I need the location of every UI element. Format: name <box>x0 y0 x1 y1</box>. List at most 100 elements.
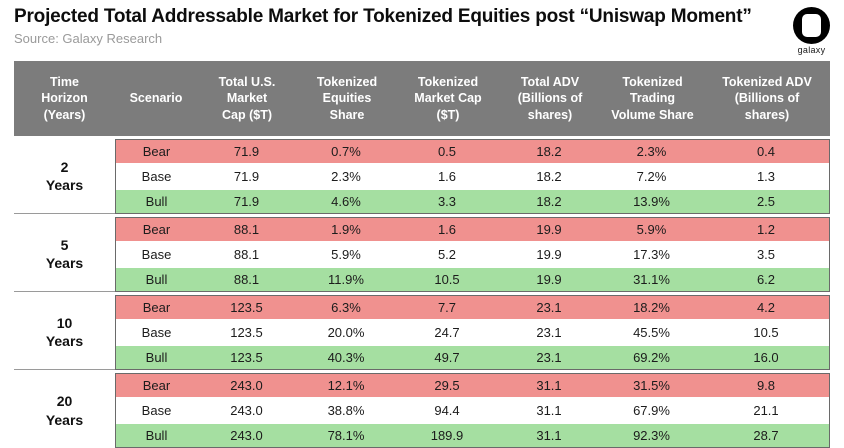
galaxy-logo-icon <box>793 7 830 44</box>
value-cell: 19.9 <box>536 247 562 262</box>
value-cell: 18.2 <box>536 169 562 184</box>
scenario-cell: Base <box>141 403 172 418</box>
value-cell: 7.2% <box>636 169 667 184</box>
value-cell: 17.3% <box>633 247 670 262</box>
column-header-tokenized-market-cap: Tokenized Market Cap ($T) <box>414 75 482 122</box>
value-cell: 71.9 <box>233 169 260 184</box>
table-row: Bear 88.1 1.9% 1.6 19.9 5.9% 1.2 <box>116 218 829 241</box>
horizon-group-2-years: 2 Years Bear 71.9 0.7% 0.5 18.2 2.3% 0.4… <box>14 139 830 214</box>
value-cell: 31.5% <box>633 378 670 393</box>
table-row: Bear 243.0 12.1% 29.5 31.1 31.5% 9.8 <box>116 374 829 397</box>
page-title: Projected Total Addressable Market for T… <box>14 6 752 27</box>
horizon-group-10-years: 10 Years Bear 123.5 6.3% 7.7 23.1 18.2% … <box>14 295 830 370</box>
value-cell: 71.9 <box>233 194 260 209</box>
value-cell: 3.5 <box>756 247 776 262</box>
value-cell: 1.6 <box>437 169 457 184</box>
column-header-scenario: Scenario <box>129 91 183 106</box>
galaxy-logo: galaxy <box>793 7 830 55</box>
value-cell: 123.5 <box>230 350 263 365</box>
column-header-tokenized-adv: Tokenized ADV (Billions of shares) <box>722 75 812 122</box>
value-cell: 123.5 <box>230 325 263 340</box>
value-cell: 5.9% <box>636 222 667 237</box>
value-cell: 0.5 <box>437 144 457 159</box>
scenario-cell: Bull <box>145 194 168 209</box>
value-cell: 29.5 <box>434 378 460 393</box>
table-row: Base 243.0 38.8% 94.4 31.1 67.9% 21.1 <box>116 397 829 422</box>
scenario-cell: Bear <box>142 300 171 315</box>
value-cell: 19.9 <box>536 222 562 237</box>
value-cell: 1.2 <box>756 222 776 237</box>
value-cell: 38.8% <box>327 403 365 418</box>
table-row: Bull 88.1 11.9% 10.5 19.9 31.1% 6.2 <box>116 266 829 291</box>
value-cell: 10.5 <box>434 272 460 287</box>
value-cell: 10.5 <box>753 325 779 340</box>
value-cell: 18.2 <box>536 194 562 209</box>
table-row: Bull 243.0 78.1% 189.9 31.1 92.3% 28.7 <box>116 422 829 447</box>
column-header-total-us-market-cap: Total U.S. Market Cap ($T) <box>218 75 276 122</box>
value-cell: 49.7 <box>434 350 460 365</box>
value-cell: 0.4 <box>756 144 776 159</box>
value-cell: 45.5% <box>633 325 670 340</box>
tam-table: Time Horizon (Years) Scenario Total U.S.… <box>14 61 830 448</box>
source-caption: Source: Galaxy Research <box>14 30 163 46</box>
table-row: Bull 71.9 4.6% 3.3 18.2 13.9% 2.5 <box>116 188 829 213</box>
scenario-block: Bear 71.9 0.7% 0.5 18.2 2.3% 0.4 Base 71… <box>115 139 830 214</box>
value-cell: 189.9 <box>430 428 464 443</box>
value-cell: 9.8 <box>756 378 776 393</box>
value-cell: 5.2 <box>437 247 457 262</box>
value-cell: 11.9% <box>328 272 364 287</box>
value-cell: 31.1% <box>633 272 670 287</box>
scenario-cell: Bear <box>142 144 171 159</box>
scenario-cell: Base <box>141 169 172 184</box>
value-cell: 23.1 <box>536 325 562 340</box>
value-cell: 1.9% <box>331 222 361 237</box>
scenario-block: Bear 123.5 6.3% 7.7 23.1 18.2% 4.2 Base … <box>115 295 830 370</box>
horizon-value: 20 <box>56 393 73 410</box>
table-row: Bear 71.9 0.7% 0.5 18.2 2.3% 0.4 <box>116 140 829 163</box>
value-cell: 4.2 <box>756 300 776 315</box>
value-cell: 6.2 <box>756 272 776 287</box>
horizon-value: 10 <box>56 314 73 331</box>
value-cell: 28.7 <box>753 428 779 443</box>
value-cell: 4.6% <box>331 194 361 209</box>
value-cell: 21.1 <box>753 403 779 418</box>
value-cell: 40.3% <box>327 350 365 365</box>
column-header-total-adv: Total ADV (Billions of shares) <box>517 75 583 122</box>
value-cell: 5.9% <box>331 247 361 262</box>
value-cell: 78.1% <box>327 428 365 443</box>
value-cell: 2.3% <box>331 169 361 184</box>
value-cell: 243.0 <box>230 403 263 418</box>
value-cell: 24.7 <box>434 325 460 340</box>
scenario-cell: Base <box>141 325 172 340</box>
horizon-value: 2 <box>60 158 69 175</box>
horizon-unit: Years <box>45 177 84 193</box>
value-cell: 88.1 <box>233 272 260 287</box>
value-cell: 243.0 <box>230 428 263 443</box>
value-cell: 31.1 <box>536 403 562 418</box>
column-header-tokenized-trading-volume-share: Tokenized Trading Volume Share <box>611 75 694 122</box>
galaxy-logo-inner-shape <box>802 14 821 37</box>
value-cell: 12.1% <box>327 378 365 393</box>
value-cell: 6.3% <box>331 300 361 315</box>
horizon-cell: 10 Years <box>14 295 115 370</box>
horizon-unit: Years <box>45 255 84 271</box>
table-row: Base 123.5 20.0% 24.7 23.1 45.5% 10.5 <box>116 319 829 344</box>
scenario-block: Bear 243.0 12.1% 29.5 31.1 31.5% 9.8 Bas… <box>115 373 830 448</box>
value-cell: 88.1 <box>233 222 260 237</box>
value-cell: 94.4 <box>434 403 460 418</box>
value-cell: 18.2% <box>633 300 670 315</box>
value-cell: 18.2 <box>536 144 562 159</box>
value-cell: 0.7% <box>331 144 361 159</box>
value-cell: 23.1 <box>536 350 562 365</box>
value-cell: 2.5 <box>756 194 776 209</box>
value-cell: 1.6 <box>437 222 457 237</box>
value-cell: 31.1 <box>536 428 562 443</box>
horizon-value: 5 <box>60 236 69 253</box>
scenario-cell: Bull <box>145 428 168 443</box>
value-cell: 69.2% <box>633 350 670 365</box>
horizon-cell: 2 Years <box>14 139 115 214</box>
value-cell: 243.0 <box>230 378 263 393</box>
horizon-cell: 5 Years <box>14 217 115 292</box>
horizon-group-5-years: 5 Years Bear 88.1 1.9% 1.6 19.9 5.9% 1.2… <box>14 217 830 292</box>
